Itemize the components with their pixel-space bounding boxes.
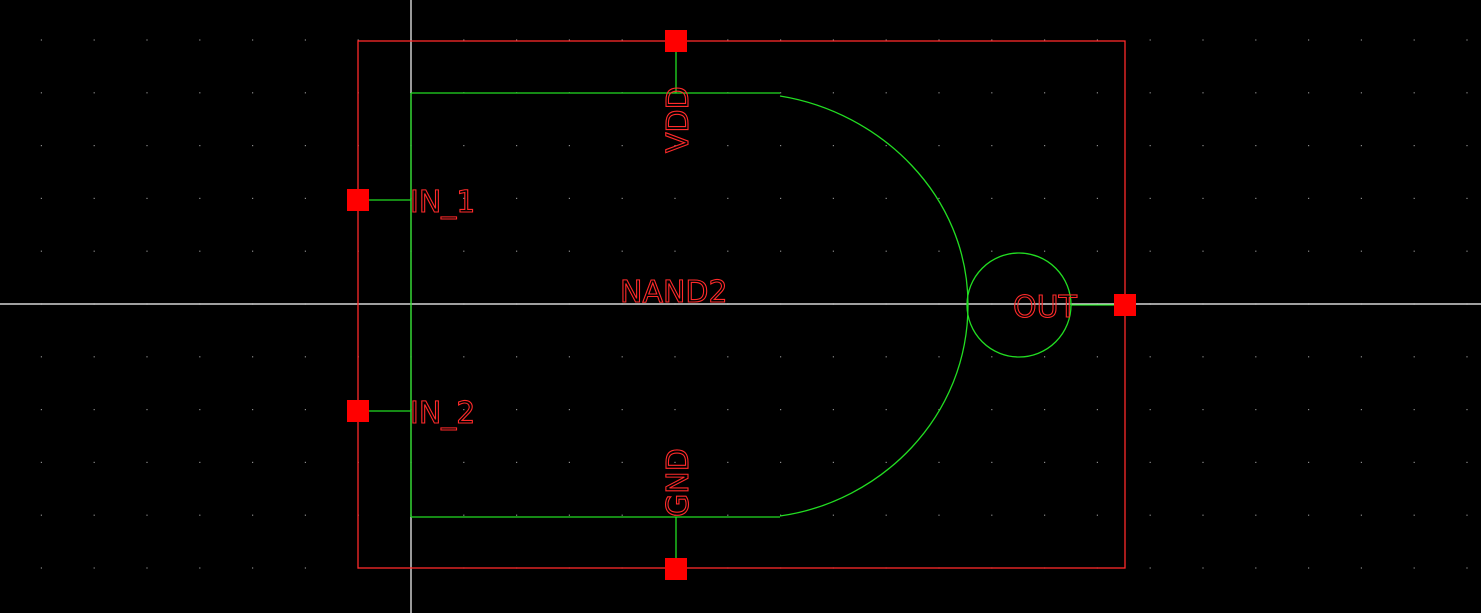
pin-out[interactable] bbox=[1114, 294, 1136, 316]
gate-arc bbox=[779, 95, 969, 517]
label-in1: IN_1 bbox=[410, 185, 475, 220]
pin-in2[interactable] bbox=[347, 400, 369, 422]
pin-gnd[interactable] bbox=[665, 558, 687, 580]
pin-in1[interactable] bbox=[347, 189, 369, 211]
label-vdd: VDD bbox=[661, 86, 696, 153]
cell-name-label: NAND2 bbox=[620, 275, 728, 310]
nand-gate-body[interactable] bbox=[368, 52, 1114, 558]
pin-vdd[interactable] bbox=[665, 30, 687, 52]
label-gnd: GND bbox=[661, 448, 696, 517]
label-in2: IN_2 bbox=[410, 396, 475, 431]
label-out: OUT bbox=[1013, 290, 1078, 325]
